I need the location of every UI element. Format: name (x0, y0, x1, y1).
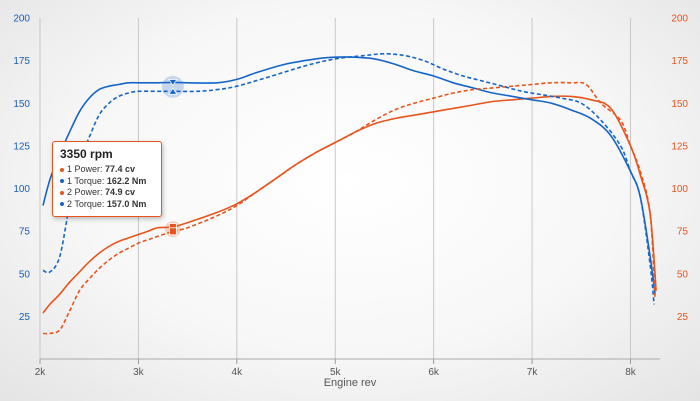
tooltip-title: 3350 rpm (60, 147, 113, 161)
x-tick-label: 8k (625, 367, 637, 378)
tooltip-row-2-power: 2 Power: 74.9 cv (60, 187, 154, 199)
y-right-tick-label: 75 (677, 227, 689, 238)
series-lines (42, 53, 657, 335)
y-right-tick-label: 150 (671, 99, 688, 110)
x-tick-label: 4k (232, 367, 244, 378)
tooltip-label: 2 Torque: (67, 198, 107, 209)
y-left-tick-label: 25 (19, 312, 31, 323)
series-line-3 (42, 81, 656, 335)
grid (39, 18, 631, 359)
y-left-tick-label: 125 (13, 141, 30, 152)
tooltip-row-2-torque: 2 Torque: 157.0 Nm (60, 199, 154, 211)
y-right-tick-label: 25 (677, 312, 689, 323)
y-left-tick-label: 50 (19, 269, 31, 280)
torque-dot-icon (60, 202, 64, 207)
torque-1-marker (168, 79, 178, 87)
power-2-marker (168, 227, 177, 236)
tooltip-row-1-torque: 1 Torque: 162.2 Nm (60, 176, 154, 188)
x-tick-label: 2k (35, 367, 47, 378)
tooltip-label: 2 Power: (67, 187, 106, 197)
x-tick-label: 5k (330, 367, 342, 378)
tooltip-value: 157.0 Nm (106, 198, 147, 209)
y-left-tick-label: 75 (19, 227, 31, 238)
torque-2-marker (168, 87, 178, 95)
x-tick-label: 7k (527, 367, 539, 378)
tooltip-value: 162.2 Nm (106, 175, 147, 186)
x-axis-label: Engine rev (324, 377, 377, 389)
series-line-2 (42, 56, 656, 295)
tooltip-label: 1 Torque: (67, 175, 107, 186)
y-right-tick-label: 125 (671, 141, 688, 152)
tooltip-value: 77.4 cv (105, 164, 136, 174)
y-left-tick-label: 175 (13, 56, 30, 67)
y-right-tick-label: 200 (671, 14, 688, 25)
series-line-4 (42, 53, 655, 305)
tooltip-label: 1 Power: (67, 164, 106, 174)
y-left-tick-label: 200 (13, 14, 30, 25)
x-tick-label: 3k (133, 367, 145, 378)
tooltip-value: 74.9 cv (105, 187, 136, 197)
y-right-tick-label: 100 (671, 184, 688, 195)
power-dot-icon (60, 167, 64, 172)
hover-markers (161, 75, 184, 238)
y-left-tick-label: 150 (13, 99, 30, 110)
tooltip-row-1-power: 1 Power: 77.4 cv (60, 164, 154, 176)
torque-dot-icon (60, 179, 64, 184)
x-tick-label: 6k (428, 367, 440, 378)
y-right-tick-label: 50 (677, 269, 689, 280)
power-dot-icon (60, 190, 64, 195)
torque-hover-halo (161, 75, 184, 98)
tooltip: 3350 rpm 1 Power: 77.4 cv 1 Torque: 162.… (52, 141, 162, 217)
y-right-tick-label: 175 (671, 56, 688, 67)
y-left-tick-label: 100 (13, 184, 30, 195)
axes: 2k 3k 4k 5k 6k 7k 8k 25 50 75 100 125 150 175 200 25 50 7… (13, 14, 688, 379)
